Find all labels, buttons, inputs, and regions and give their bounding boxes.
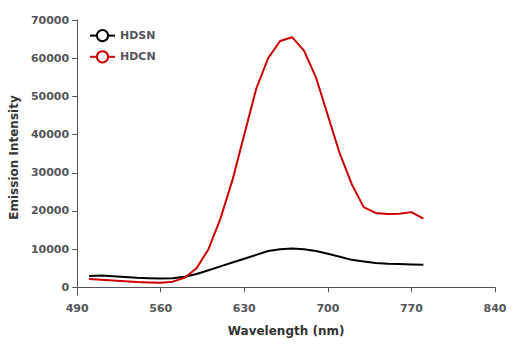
svg-text:HDSN: HDSN	[120, 29, 155, 42]
svg-text:50000: 50000	[31, 90, 70, 103]
svg-text:Emission Intensity: Emission Intensity	[7, 95, 21, 220]
svg-text:10000: 10000	[31, 243, 70, 256]
svg-text:560: 560	[149, 302, 172, 315]
svg-text:40000: 40000	[31, 128, 70, 141]
svg-text:30000: 30000	[31, 166, 70, 179]
svg-text:630: 630	[233, 302, 256, 315]
svg-text:20000: 20000	[31, 204, 70, 217]
svg-text:HDCN: HDCN	[120, 50, 156, 63]
svg-text:60000: 60000	[31, 52, 70, 65]
svg-text:70000: 70000	[31, 14, 70, 27]
svg-text:840: 840	[484, 302, 507, 315]
svg-text:770: 770	[400, 302, 423, 315]
svg-text:0: 0	[62, 281, 70, 294]
svg-text:700: 700	[316, 302, 339, 315]
svg-text:490: 490	[66, 302, 89, 315]
svg-text:Wavelength (nm): Wavelength (nm)	[228, 324, 345, 338]
